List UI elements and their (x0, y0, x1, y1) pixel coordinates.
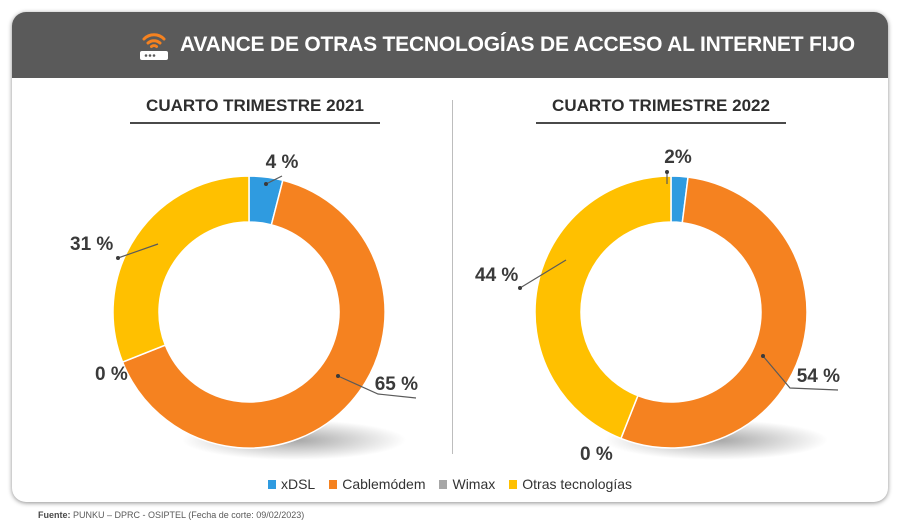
leader-line (117, 243, 159, 259)
header-bar: AVANCE DE OTRAS TECNOLOGÍAS DE ACCESO AL… (12, 12, 888, 78)
donut-slice-cablem-dem (619, 176, 808, 449)
donut-slice-otras-tecnolog-as (534, 175, 672, 440)
donut-slice-otras-tecnolog-as (112, 175, 250, 364)
legend-swatch (267, 479, 276, 489)
source-note: Fuente: PUNKU – DPRC - OSIPTEL (Fecha de… (38, 510, 304, 520)
legend-item: Otras tecnologías (509, 476, 632, 492)
leader-line (762, 355, 839, 391)
data-label: 4 % (266, 152, 299, 173)
legend-label: Otras tecnologías (522, 476, 632, 492)
legend-item: xDSL (267, 476, 316, 492)
chart-title-underline-2022 (536, 122, 786, 124)
chart-title-underline-2021 (130, 122, 380, 124)
data-label: 54 % (797, 366, 840, 387)
legend-label: Cablemódem (342, 476, 426, 492)
leader-line (265, 175, 283, 185)
legend-swatch (509, 479, 518, 489)
data-label: 0 % (95, 364, 128, 385)
legend-swatch (329, 479, 338, 489)
data-label: 31 % (70, 234, 113, 255)
data-label: 2% (664, 147, 692, 168)
source-label: Fuente: (38, 510, 71, 520)
leader-line (337, 375, 417, 399)
legend-label: Wimax (452, 476, 496, 492)
chart-title-2021: CUARTO TRIMESTRE 2021 (146, 96, 364, 115)
leader-line (519, 259, 567, 289)
donut-slice-cablem-dem (121, 179, 386, 449)
chart-title-2022: CUARTO TRIMESTRE 2022 (552, 96, 770, 115)
legend-label: xDSL (280, 476, 316, 492)
legend: xDSL Cablemódem Wimax Otras tecnologías (0, 476, 900, 492)
data-label: 65 % (375, 374, 418, 395)
data-label: 44 % (475, 265, 518, 286)
legend-swatch (439, 479, 448, 489)
legend-item: Wimax (439, 476, 495, 492)
page-title: AVANCE DE OTRAS TECNOLOGÍAS DE ACCESO AL… (180, 33, 855, 56)
panel-divider (452, 100, 453, 454)
source-text: PUNKU – DPRC - OSIPTEL (Fecha de corte: … (73, 510, 305, 520)
legend-item: Cablemódem (329, 476, 425, 492)
router-wifi-icon (140, 33, 168, 60)
data-label: 0 % (580, 444, 613, 465)
